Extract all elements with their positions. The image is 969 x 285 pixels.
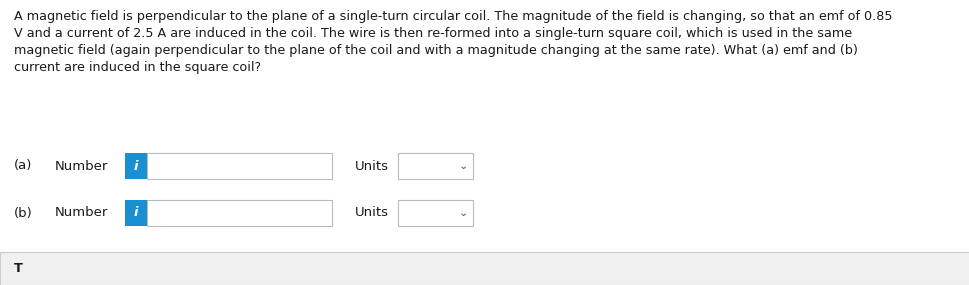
Bar — [125, 200, 147, 226]
Text: (a): (a) — [14, 160, 32, 172]
Text: V and a current of 2.5 A are induced in the coil. The wire is then re-formed int: V and a current of 2.5 A are induced in … — [14, 27, 851, 40]
Text: Number: Number — [55, 160, 109, 172]
Text: Units: Units — [355, 160, 389, 172]
Text: ⌄: ⌄ — [457, 161, 467, 171]
Bar — [397, 153, 473, 179]
Bar — [125, 153, 147, 179]
Text: magnetic field (again perpendicular to the plane of the coil and with a magnitud: magnetic field (again perpendicular to t… — [14, 44, 857, 57]
Bar — [147, 153, 331, 179]
Text: (b): (b) — [14, 207, 33, 219]
Text: T: T — [14, 262, 23, 275]
Text: Units: Units — [355, 207, 389, 219]
Text: i: i — [134, 160, 139, 172]
Text: i: i — [134, 207, 139, 219]
Text: A magnetic field is perpendicular to the plane of a single-turn circular coil. T: A magnetic field is perpendicular to the… — [14, 10, 891, 23]
Text: current are induced in the square coil?: current are induced in the square coil? — [14, 61, 261, 74]
Text: ⌄: ⌄ — [457, 208, 467, 218]
Bar — [0, 252, 969, 285]
Bar — [397, 200, 473, 226]
Text: Number: Number — [55, 207, 109, 219]
Bar — [147, 200, 331, 226]
